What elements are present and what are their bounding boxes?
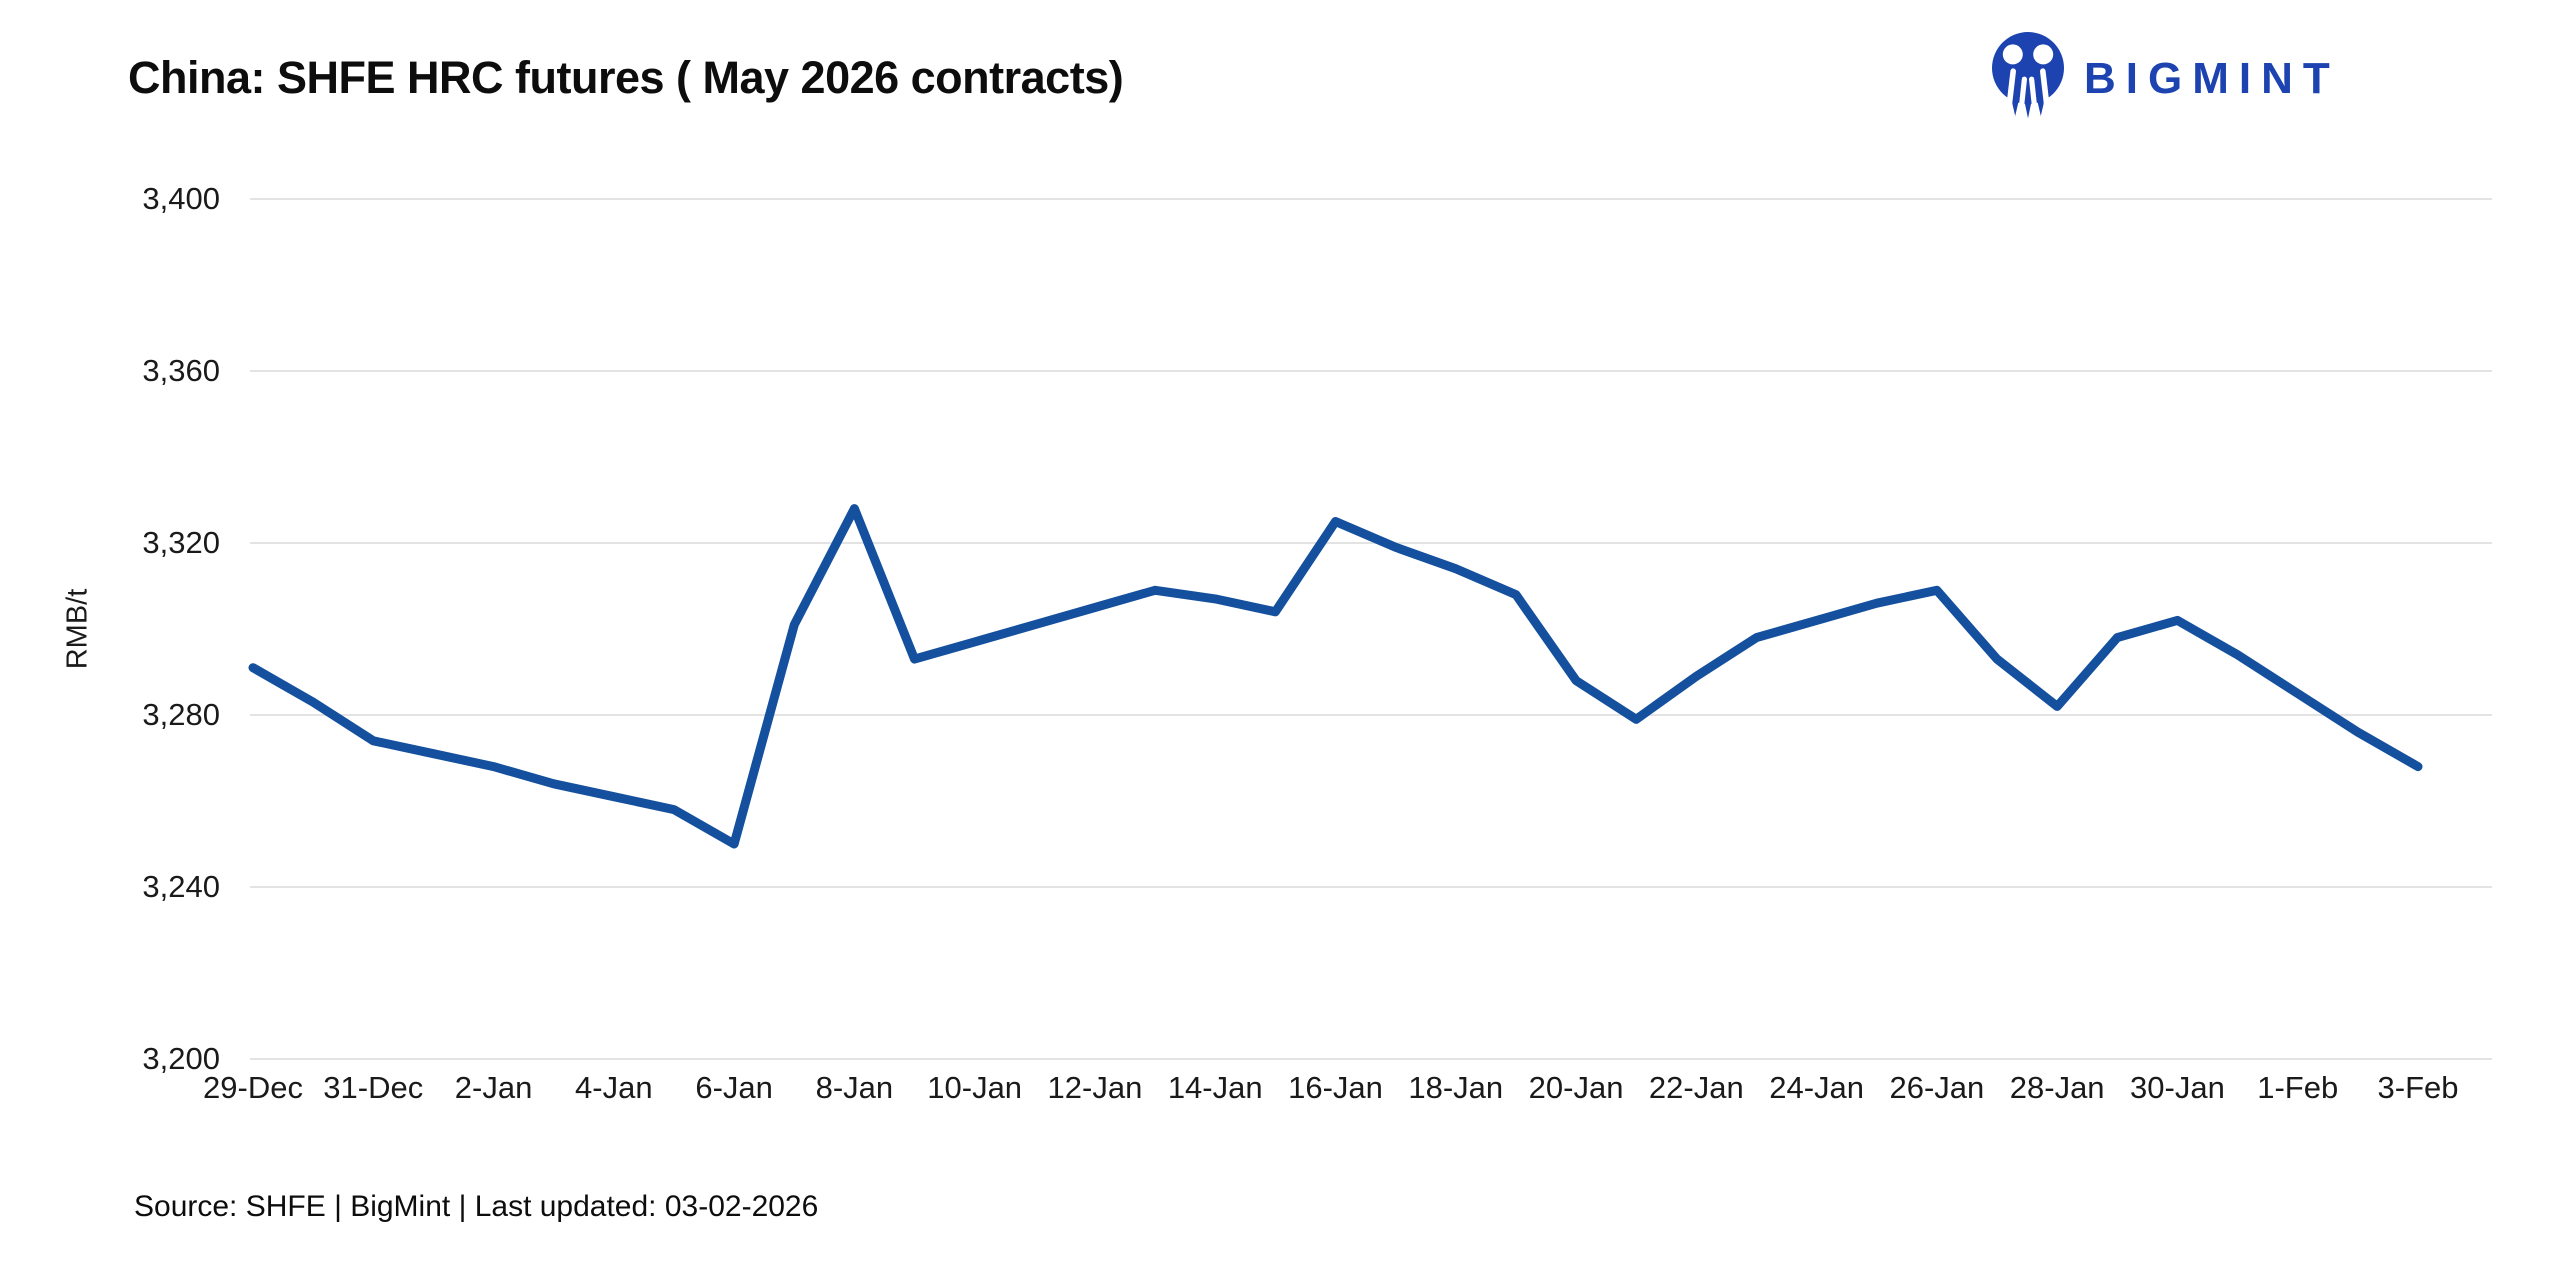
chart-title: China: SHFE HRC futures ( May 2026 contr… xyxy=(128,52,1124,103)
source-note: Source: SHFE | BigMint | Last updated: 0… xyxy=(134,1190,819,1223)
bigmint-logo-icon xyxy=(1992,32,2064,119)
x-tick-label: 2-Jan xyxy=(454,1070,533,1105)
x-tick-label: 6-Jan xyxy=(695,1070,773,1105)
y-tick-label: 3,320 xyxy=(142,525,220,560)
y-tick-label: 3,200 xyxy=(142,1041,220,1076)
x-tick-label: 30-Jan xyxy=(2130,1070,2225,1105)
y-tick-label: 3,400 xyxy=(142,181,220,216)
x-tick-label: 16-Jan xyxy=(1288,1070,1383,1105)
y-tick-label: 3,240 xyxy=(142,869,220,904)
x-tick-label: 3-Feb xyxy=(2377,1070,2459,1105)
x-tick-label: 1-Feb xyxy=(2257,1070,2339,1105)
x-tick-label: 26-Jan xyxy=(1889,1070,1985,1105)
x-tick-label: 14-Jan xyxy=(1167,1070,1263,1105)
x-tick-label: 22-Jan xyxy=(1648,1070,1744,1105)
bigmint-logo: BIGMINT xyxy=(1988,30,2340,122)
x-tick-label: 10-Jan xyxy=(927,1070,1023,1105)
x-tick-label: 31-Dec xyxy=(323,1070,424,1105)
x-tick-label: 18-Jan xyxy=(1408,1070,1504,1105)
y-axis-title: RMB/t xyxy=(61,588,94,670)
x-tick-label: 29-Dec xyxy=(203,1070,303,1105)
y-tick-label: 3,280 xyxy=(142,697,220,732)
x-tick-label: 28-Jan xyxy=(2009,1070,2105,1105)
price-line xyxy=(248,504,2423,849)
bigmint-logo-text: BIGMINT xyxy=(2084,54,2340,103)
x-tick-label: 20-Jan xyxy=(1528,1070,1624,1105)
x-tick-label: 12-Jan xyxy=(1047,1070,1143,1105)
y-tick-label: 3,360 xyxy=(142,353,220,388)
x-tick-label: 24-Jan xyxy=(1769,1070,1865,1105)
x-tick-label: 4-Jan xyxy=(575,1070,653,1105)
x-tick-label: 8-Jan xyxy=(815,1070,894,1105)
